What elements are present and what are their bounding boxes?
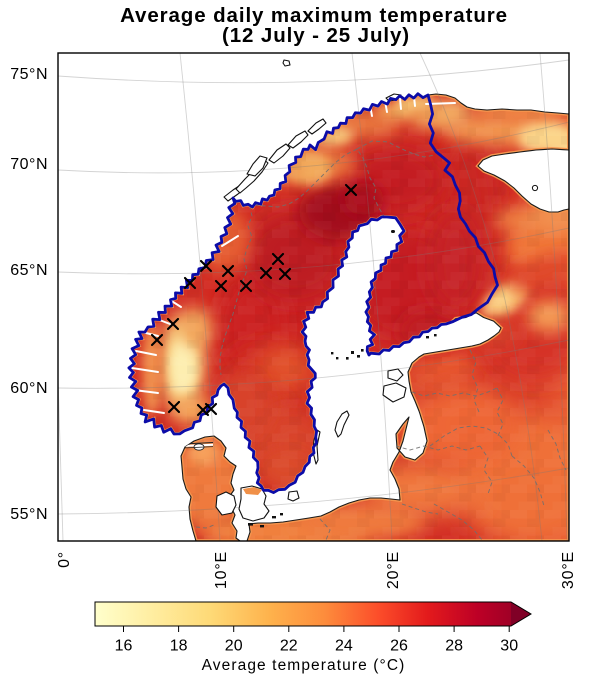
svg-text:0°: 0° — [56, 551, 73, 568]
svg-text:(12 July - 25 July): (12 July - 25 July) — [222, 24, 410, 47]
svg-text:28: 28 — [445, 638, 463, 655]
svg-text:30: 30 — [500, 638, 518, 655]
svg-text:16: 16 — [115, 638, 133, 655]
svg-text:26: 26 — [390, 638, 408, 655]
svg-text:60°N: 60°N — [10, 380, 48, 397]
svg-text:22: 22 — [280, 638, 298, 655]
svg-text:55°N: 55°N — [10, 506, 48, 523]
svg-text:Average daily maximum temperat: Average daily maximum temperature — [120, 4, 508, 27]
svg-text:70°N: 70°N — [10, 156, 48, 173]
svg-text:75°N: 75°N — [10, 66, 48, 83]
svg-text:Average temperature (°C): Average temperature (°C) — [202, 657, 406, 674]
svg-text:65°N: 65°N — [10, 262, 48, 279]
svg-text:20: 20 — [225, 638, 243, 655]
svg-text:30°E: 30°E — [560, 551, 577, 589]
svg-text:20°E: 20°E — [385, 551, 402, 589]
svg-text:18: 18 — [170, 638, 188, 655]
svg-text:24: 24 — [335, 638, 353, 655]
svg-text:10°E: 10°E — [213, 551, 230, 589]
